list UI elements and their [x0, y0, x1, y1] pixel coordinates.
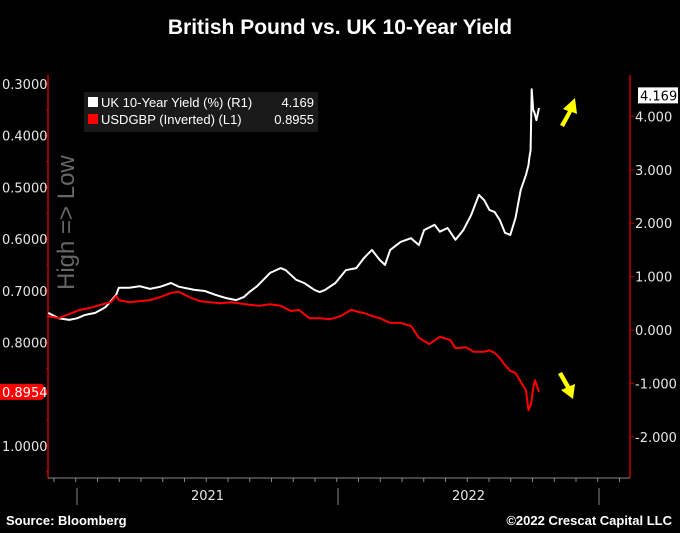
right-tick-label: 2.000 [635, 217, 672, 232]
legend-value: 4.169 [281, 95, 314, 110]
x-tick-label: 2021 [191, 489, 224, 504]
legend-swatch [88, 97, 98, 107]
right-tick-label: -2.000 [635, 431, 677, 446]
legend-label: UK 10-Year Yield (%) (R1) [101, 95, 252, 110]
x-tick-label: 2022 [452, 489, 485, 504]
source-note: Source: Bloomberg [6, 513, 127, 528]
right-tick-label: -1.000 [635, 377, 677, 392]
right-tick-label: 4.000 [635, 110, 672, 125]
usdgbp-line [48, 290, 540, 412]
left-tick-label: 0.3000 [2, 78, 48, 93]
last-value-label-left: 0.8954 [2, 386, 48, 401]
left-tick-label: 0.8000 [2, 337, 48, 352]
legend-label: USDGBP (Inverted) (L1) [101, 112, 242, 127]
arrow-down-icon [558, 372, 575, 399]
last-value-tag-left [0, 383, 48, 400]
left-tick-label: 0.6000 [2, 233, 48, 248]
last-value-label-right: 4.169 [640, 89, 677, 104]
right-tick-label: 1.000 [635, 271, 672, 286]
chart-title: British Pound vs. UK 10-Year Yield [167, 16, 513, 39]
left-tick-label: 0.5000 [2, 181, 48, 196]
right-tick-label: 0.000 [635, 324, 672, 339]
last-value-tag-right [632, 87, 678, 108]
axis-direction-note: High => Low [53, 155, 80, 290]
legend-value: 0.8955 [274, 112, 314, 127]
copyright-note: ©2022 Crescat Capital LLC [506, 513, 672, 528]
legend-box [84, 92, 318, 132]
left-tick-label: 1.0000 [2, 440, 48, 455]
arrow-up-icon [560, 98, 577, 127]
legend-swatch [88, 114, 98, 124]
right-tick-label: 3.000 [635, 164, 672, 179]
left-tick-label: 0.7000 [2, 285, 48, 300]
uk-yield-line [47, 88, 540, 321]
left-tick-label: 0.4000 [2, 130, 48, 145]
